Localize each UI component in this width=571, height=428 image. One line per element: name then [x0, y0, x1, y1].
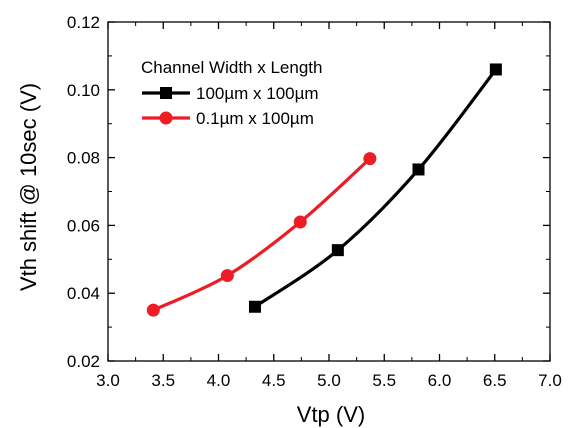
legend-label: 0.1µm x 100µm — [196, 109, 314, 128]
x-tick-label: 6.5 — [483, 371, 507, 390]
legend-title: Channel Width x Length — [141, 58, 322, 77]
legend: Channel Width x Length 100µm x 100µm 0.1µm… — [141, 58, 322, 128]
data-point — [293, 215, 307, 229]
y-tick-label: 0.12 — [67, 13, 100, 32]
legend-item: 0.1µm x 100µm — [142, 109, 314, 128]
data-point — [489, 63, 502, 76]
x-tick-label: 3.0 — [96, 371, 120, 390]
data-point — [248, 300, 261, 313]
data-point — [146, 303, 160, 317]
series-2 — [146, 152, 377, 317]
series-1 — [248, 63, 502, 313]
x-tick-label: 5.5 — [372, 371, 396, 390]
legend-marker — [159, 111, 173, 125]
y-tick-label: 0.08 — [67, 149, 100, 168]
series-line — [152, 157, 371, 312]
legend-item: 100µm x 100µm — [142, 84, 319, 103]
x-axis-ticks: 3.0 3.5 4.0 4.5 5.0 5.5 6.0 6.5 7.0 — [96, 22, 562, 390]
data-point — [363, 152, 377, 166]
data-point — [331, 244, 344, 257]
y-tick-label: 0.04 — [67, 284, 100, 303]
data-point — [220, 269, 234, 283]
x-tick-label: 7.0 — [538, 371, 562, 390]
data-point — [412, 163, 425, 176]
y-axis-ticks: 0.02 0.04 0.06 0.08 0.10 0.12 — [67, 13, 550, 371]
x-tick-label: 5.0 — [317, 371, 341, 390]
x-tick-label: 6.0 — [428, 371, 452, 390]
x-tick-label: 4.0 — [207, 371, 231, 390]
x-tick-label: 4.5 — [262, 371, 286, 390]
y-tick-label: 0.06 — [67, 216, 100, 235]
legend-label: 100µm x 100µm — [196, 84, 319, 103]
series-layer — [146, 63, 502, 317]
legend-marker — [160, 87, 172, 99]
y-axis-title: Vth shift @ 10sec (V) — [16, 83, 41, 291]
x-tick-label: 3.5 — [151, 371, 175, 390]
x-axis-title: Vtp (V) — [297, 402, 365, 427]
y-tick-label: 0.02 — [67, 352, 100, 371]
y-tick-label: 0.10 — [67, 81, 100, 100]
series-line — [254, 68, 498, 309]
